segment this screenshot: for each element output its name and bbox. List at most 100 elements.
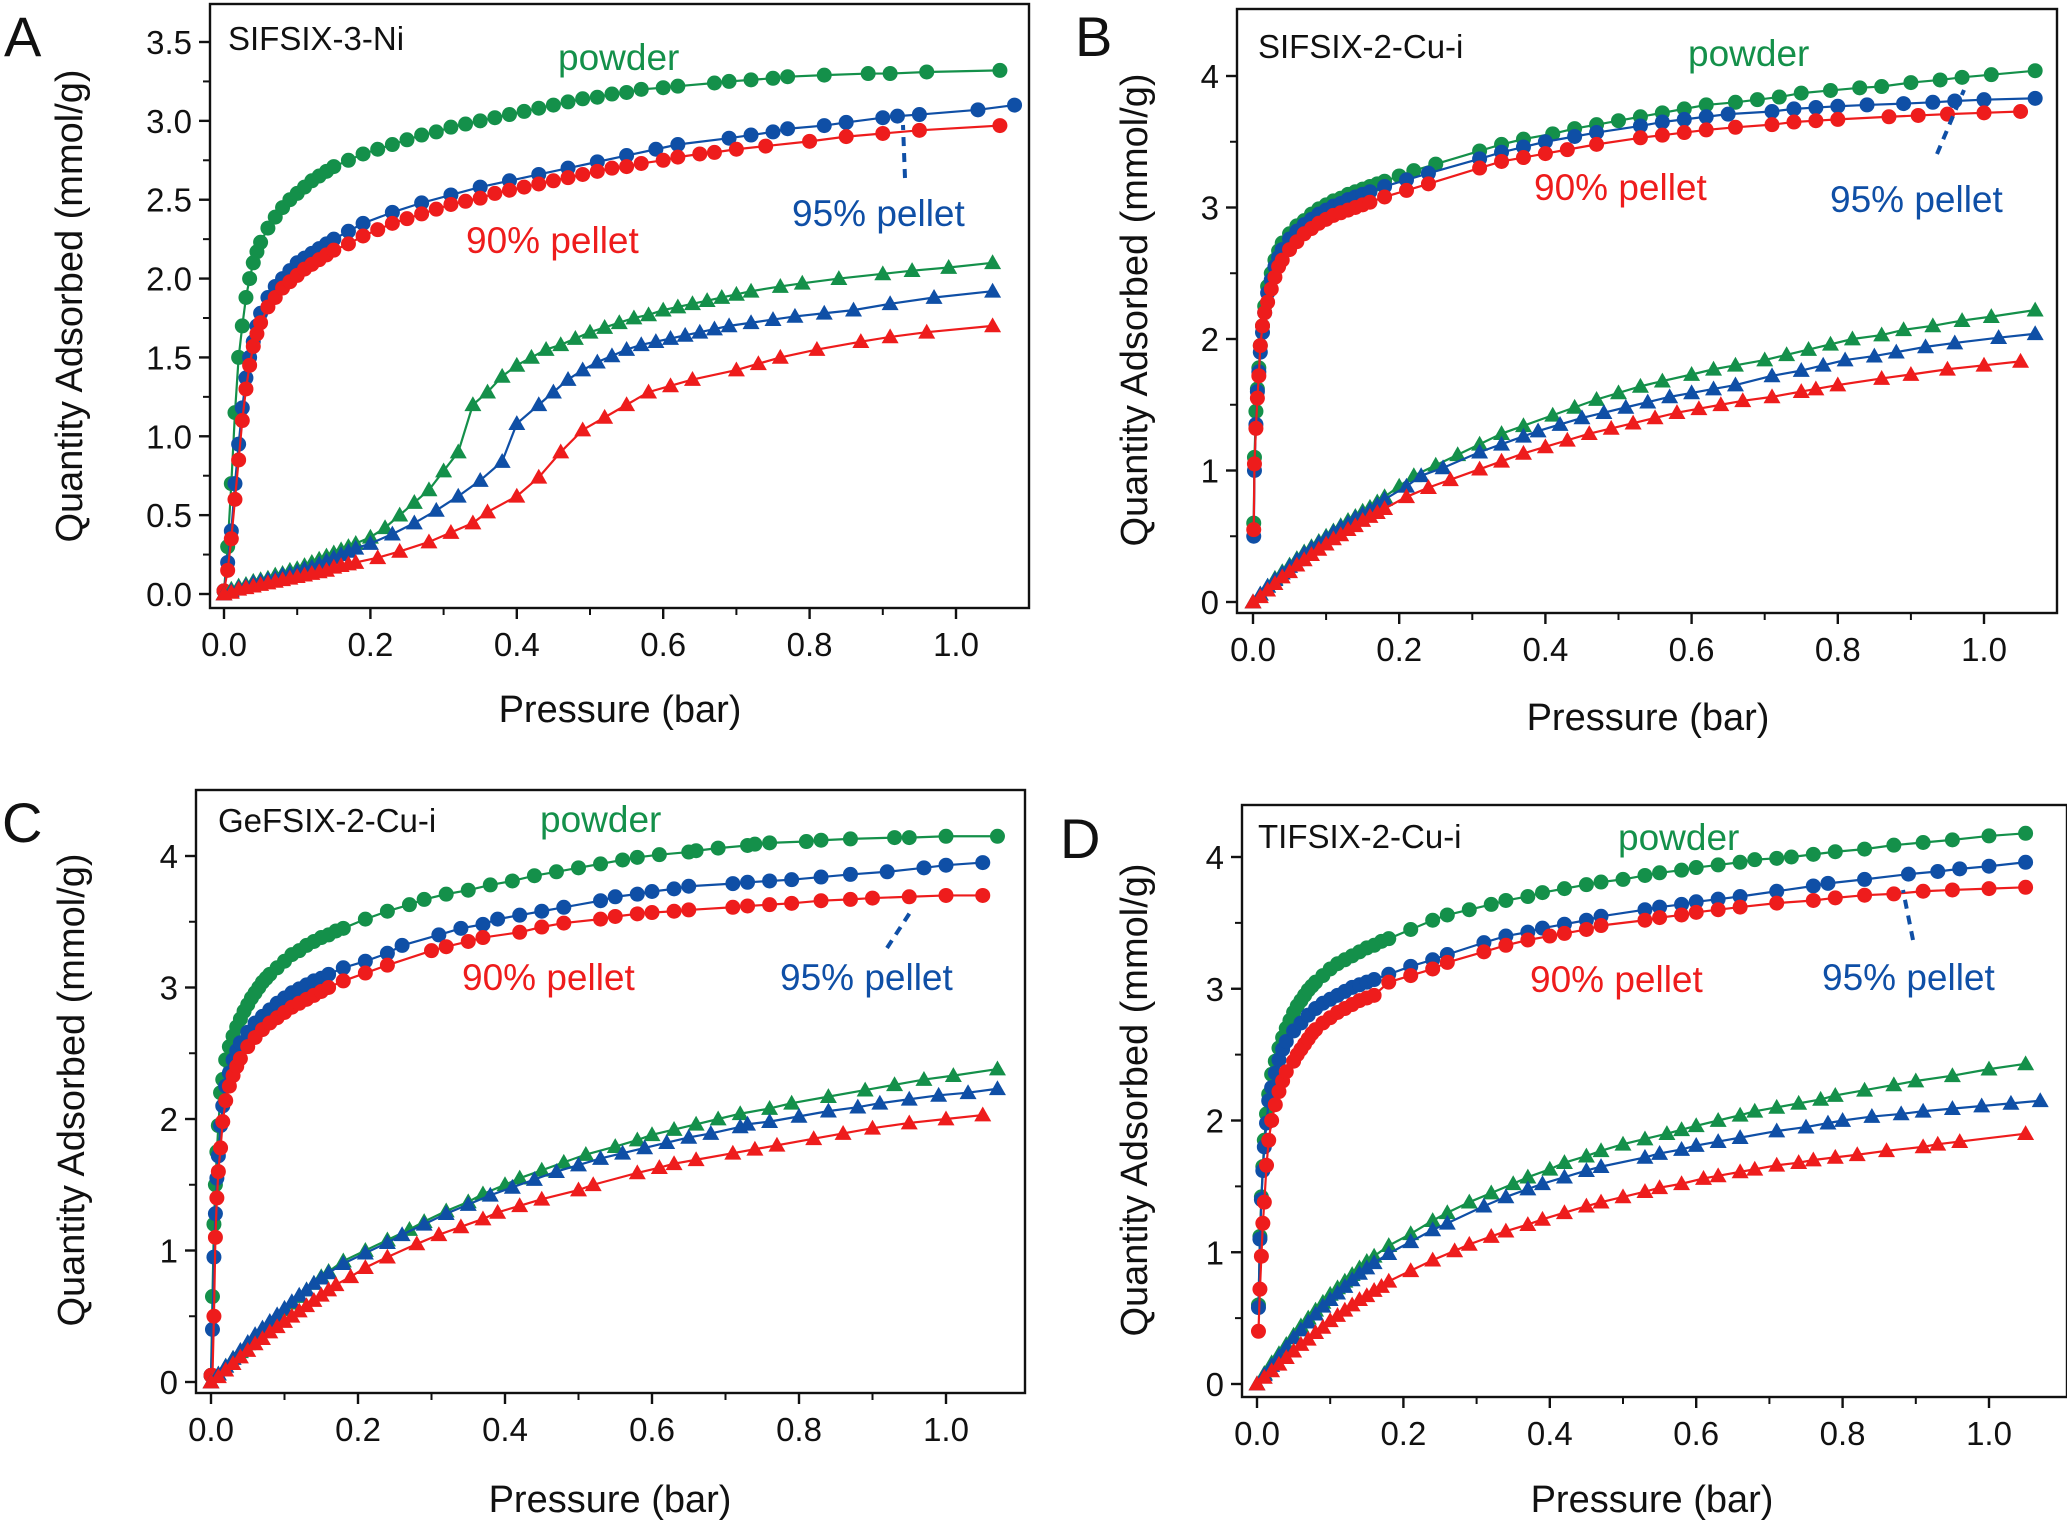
data-point: [805, 1130, 823, 1146]
data-point: [1886, 837, 1902, 853]
data-point: [1636, 1130, 1654, 1146]
data-point: [1652, 910, 1668, 926]
data-point: [1637, 912, 1653, 928]
data-point: [842, 891, 858, 907]
data-point: [683, 371, 701, 386]
data-point: [1439, 907, 1455, 923]
data-point: [408, 1235, 426, 1251]
y-tick-label: 3.0: [146, 103, 192, 140]
data-point: [1710, 902, 1726, 918]
data-point: [988, 1080, 1006, 1096]
data-point: [1295, 551, 1313, 567]
data-point: [443, 196, 459, 212]
data-point: [1358, 1287, 1376, 1303]
data-point: [1676, 125, 1692, 141]
data-point: [548, 864, 564, 880]
data-point: [1514, 427, 1532, 443]
data-point: [1519, 1216, 1537, 1231]
data-point: [692, 146, 708, 162]
data-point: [232, 1051, 248, 1067]
data-point: [326, 159, 342, 175]
data-point: [815, 304, 833, 320]
data-point: [633, 155, 649, 171]
data-point: [1007, 97, 1023, 113]
data-point: [724, 1144, 742, 1160]
data-point: [399, 132, 415, 148]
data-point: [1381, 974, 1397, 990]
annotation-95-pellet: 95% pellet: [780, 957, 954, 998]
data-point: [1710, 891, 1726, 907]
data-point: [321, 980, 337, 995]
data-point: [1449, 446, 1467, 462]
data-point: [1947, 93, 1963, 109]
annotation-powder: powder: [558, 37, 679, 78]
data-point: [1726, 356, 1744, 372]
data-point: [1676, 101, 1692, 117]
data-point: [619, 148, 635, 164]
data-point: [771, 277, 789, 293]
data-point: [629, 849, 645, 865]
data-point: [555, 1153, 573, 1169]
y-tick-label: 3: [1201, 190, 1219, 227]
data-point: [487, 110, 503, 126]
data-point: [889, 108, 905, 124]
data-point: [606, 1138, 624, 1153]
data-point: [1698, 122, 1714, 138]
data-point: [1674, 896, 1690, 912]
data-point: [1944, 832, 1960, 848]
data-point: [1938, 360, 1956, 376]
series-line: [1252, 308, 2036, 603]
data-point: [347, 539, 365, 555]
data-point: [1673, 1121, 1691, 1137]
data-point: [391, 542, 409, 558]
data-point: [1593, 918, 1609, 934]
series-line: [222, 103, 1015, 591]
data-point: [472, 190, 488, 206]
data-point: [356, 1259, 374, 1274]
series-pellet90-circles: [1250, 879, 2034, 1339]
x-axis-title: Pressure (bar): [499, 689, 742, 731]
data-point: [886, 1076, 904, 1092]
data-point: [1343, 1296, 1361, 1312]
data-point: [1366, 972, 1382, 988]
data-point: [1592, 1193, 1610, 1209]
data-point: [1438, 1204, 1456, 1220]
data-point: [1819, 1114, 1837, 1130]
data-point: [887, 830, 903, 846]
data-point: [1533, 1175, 1551, 1191]
x-axis-title: Pressure (bar): [489, 1479, 732, 1521]
x-tick-label: 1.0: [923, 1411, 969, 1448]
data-point: [1732, 854, 1748, 870]
data-point: [1566, 398, 1584, 414]
data-point: [2026, 301, 2044, 317]
data-point: [1302, 546, 1320, 562]
data-point: [875, 110, 891, 126]
data-point: [1709, 1167, 1727, 1183]
data-point: [1278, 1033, 1294, 1049]
data-point: [1830, 98, 1846, 114]
panel-letter: D: [1060, 807, 1100, 870]
data-point: [1892, 1105, 1910, 1121]
data-point: [1804, 1151, 1822, 1167]
data-point: [739, 1115, 757, 1131]
data-point: [1402, 1233, 1420, 1249]
annotation-95-pellet: 95% pellet: [1822, 957, 1996, 998]
data-point: [813, 893, 829, 909]
annotation-powder: powder: [540, 799, 661, 840]
data-point: [298, 1297, 316, 1313]
data-point: [1705, 360, 1723, 376]
data-point: [710, 840, 726, 856]
data-point: [1544, 406, 1562, 422]
data-point: [1975, 356, 1993, 372]
series-pellet95-circles: [1246, 90, 2043, 544]
data-point: [234, 400, 250, 416]
data-point: [234, 318, 250, 334]
data-point: [1674, 907, 1690, 923]
y-tick-label: 0.0: [146, 576, 192, 613]
data-point: [1826, 1086, 1844, 1102]
data-point: [1763, 367, 1781, 383]
data-point: [780, 69, 796, 85]
data-point: [604, 86, 620, 102]
data-point: [1476, 944, 1492, 960]
data-point: [1930, 863, 1946, 879]
